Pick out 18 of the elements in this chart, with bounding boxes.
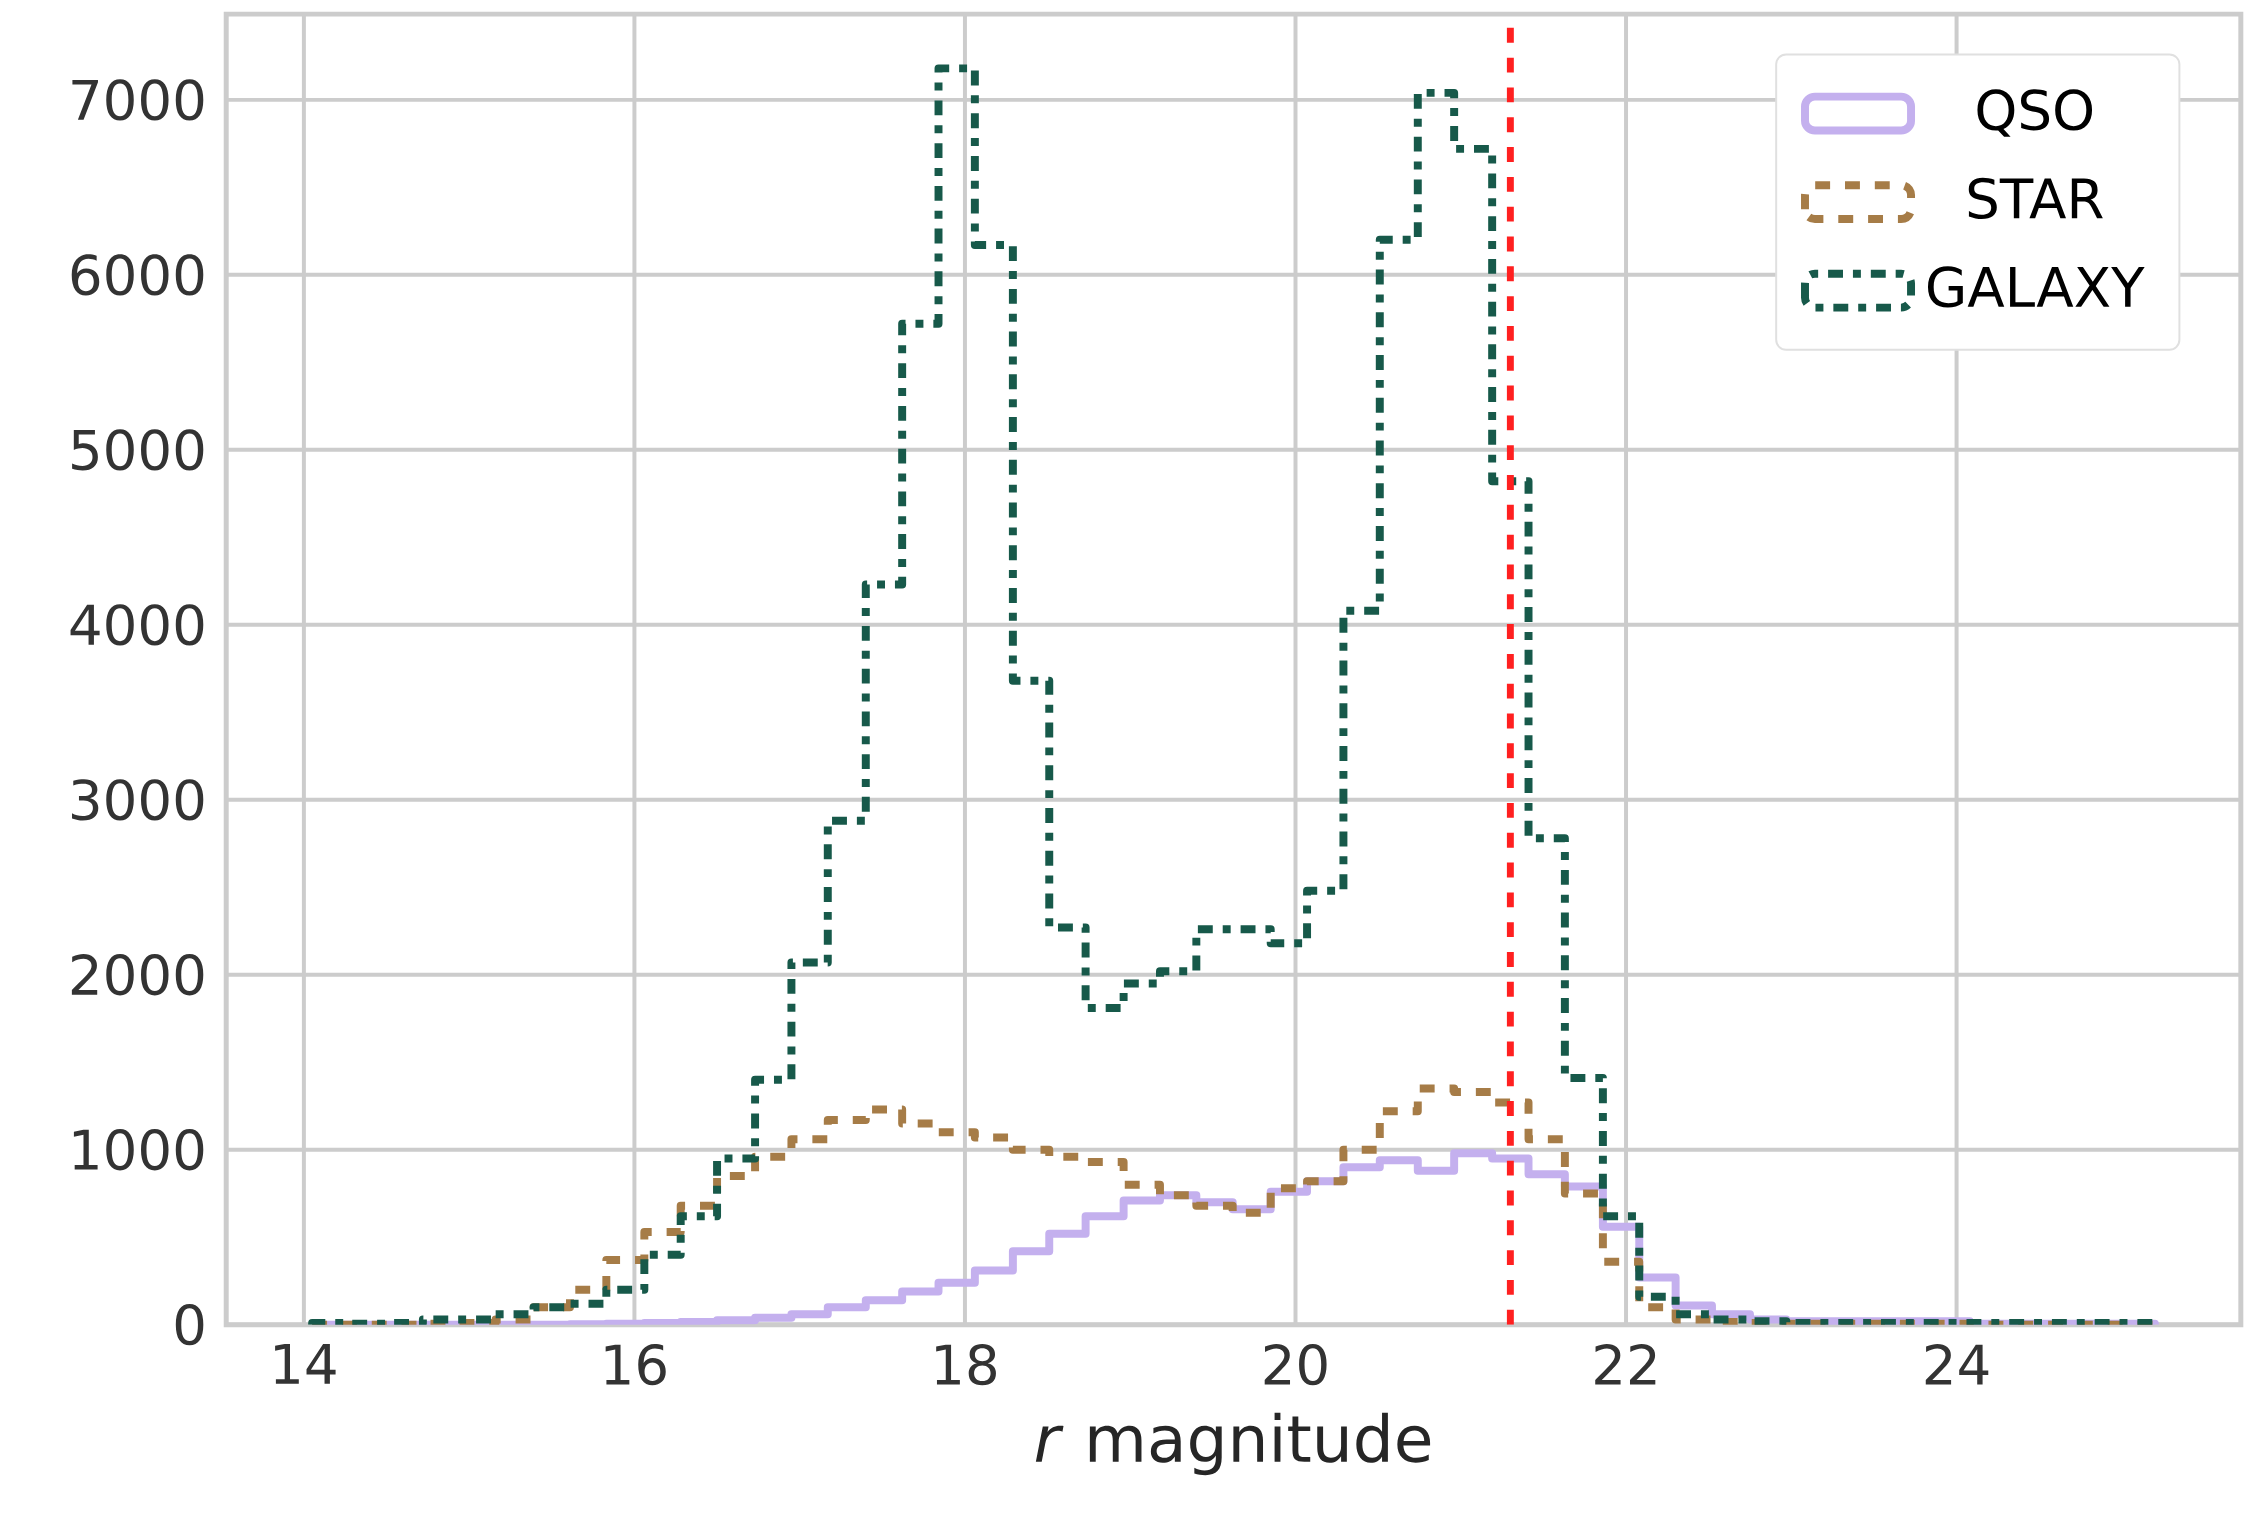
y-tick-label: 0: [175, 1304, 204, 1346]
y-tick-label: 4000: [70, 604, 204, 646]
legend-label: GALAXY: [1927, 266, 2145, 308]
x-tick-label: 14: [275, 1343, 336, 1384]
y-tick-label: 2000: [71, 954, 204, 996]
x-tick-label: 20: [1264, 1344, 1327, 1386]
y-tick-label: 6000: [71, 254, 204, 296]
x-axis-title: r magnitude: [1035, 1412, 1431, 1476]
x-tick-label: 24: [1925, 1344, 1989, 1385]
x-tick-label: 22: [1595, 1344, 1656, 1385]
y-tick-label: 1000: [73, 1129, 204, 1171]
x-tick-label: 18: [936, 1344, 996, 1386]
y-tick-label: 3000: [72, 779, 204, 821]
legend-label: QSO: [1977, 89, 2093, 137]
x-tick-label: 16: [605, 1344, 666, 1386]
y-tick-label: 7000: [72, 79, 204, 121]
y-tick-label: 5000: [72, 429, 204, 471]
legend-label: STAR: [1968, 177, 2103, 220]
